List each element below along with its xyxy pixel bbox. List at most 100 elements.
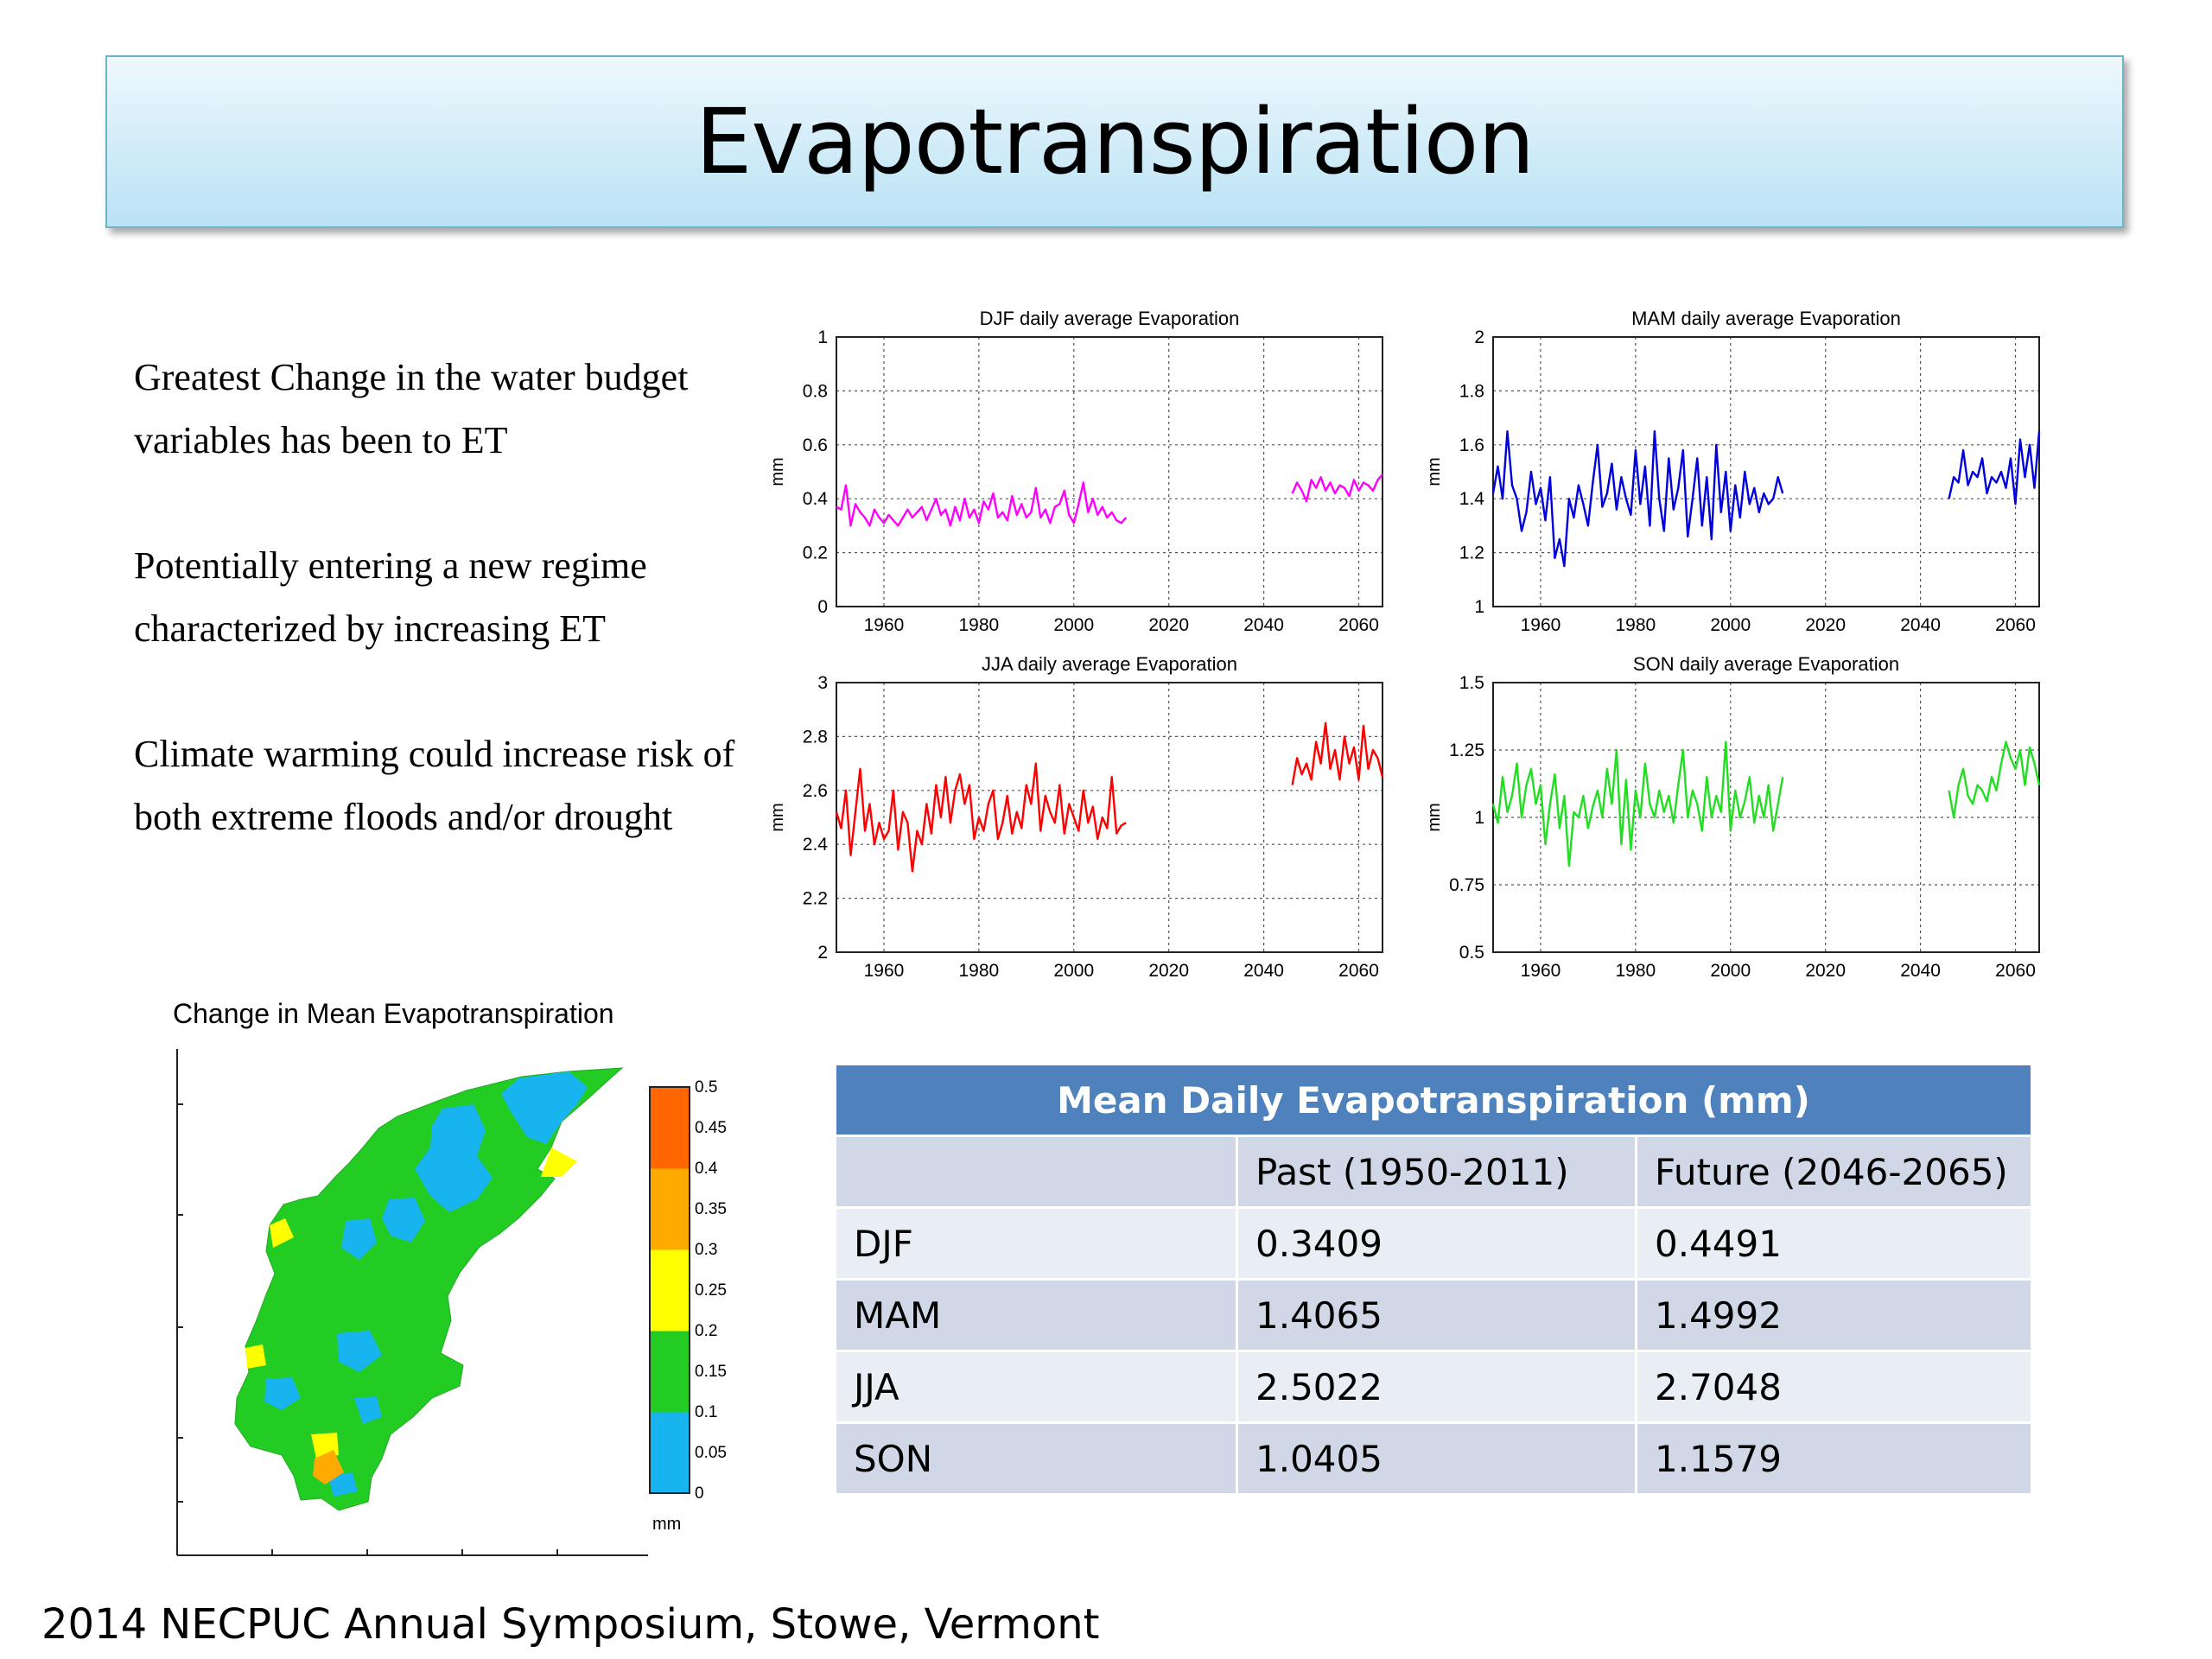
data-series-line (1948, 741, 2041, 819)
x-tick-label: 2000 (1053, 961, 1094, 981)
y-tick-label: 0.5 (1459, 943, 1484, 963)
y-tick-label: 1.6 (1459, 435, 1484, 455)
slide-title: Evapotranspiration (695, 89, 1535, 194)
colorbar-tick-label: 0.35 (695, 1200, 727, 1218)
colorbar-tick-label: 0.2 (695, 1322, 717, 1340)
colorbar-unit: mm (652, 1515, 681, 1534)
colorbar-segment (650, 1209, 690, 1250)
colorbar-tick-label: 0.4 (695, 1160, 718, 1178)
table-cell: 0.4491 (1637, 1209, 2031, 1278)
chart-frame (836, 682, 1383, 953)
table-row: JJA 2.5022 2.7048 (836, 1352, 2031, 1421)
table-header-cell (836, 1137, 1238, 1206)
x-tick-label: 2000 (1053, 615, 1094, 635)
x-tick-label: 1980 (959, 961, 1000, 981)
x-tick-label: 1960 (864, 615, 905, 635)
y-tick-label: 2.4 (803, 835, 829, 855)
colorbar-segment (650, 1087, 690, 1128)
colorbar-segment (650, 1168, 690, 1210)
colorbar-tick-label: 0.05 (695, 1444, 727, 1462)
table-cell: DJF (836, 1209, 1238, 1278)
watershed-shape (234, 1067, 624, 1511)
table-cell: 1.0405 (1238, 1424, 1637, 1493)
colorbar-tick-label: 0 (695, 1484, 704, 1503)
x-tick-label: 1960 (1521, 615, 1561, 635)
chart-frame (1492, 336, 2040, 607)
x-tick-label: 2040 (1243, 961, 1284, 981)
data-series-line (835, 762, 1127, 873)
colorbar: 0 0.05 0.1 0.15 0.2 0.25 0.3 0.35 0.4 0.45 0.5 (649, 1078, 727, 1503)
y-tick-label: 0.8 (803, 381, 828, 401)
table-title: Mean Daily Evapotranspiration (mm) (836, 1065, 2031, 1135)
x-tick-label: 1980 (959, 615, 1000, 635)
colorbar-tick-label: 0.1 (695, 1403, 717, 1421)
chart-frame (1492, 682, 2040, 953)
x-tick-label: 2020 (1148, 615, 1189, 635)
table-cell: 2.5022 (1238, 1352, 1637, 1421)
y-axis-label: mm (1425, 457, 1444, 486)
colorbar-tick-label: 0.45 (695, 1119, 727, 1137)
colorbar-segment (650, 1128, 690, 1169)
table-header-row: Past (1950-2011) Future (2046-2065) (836, 1137, 2031, 1206)
x-tick-label: 2060 (1338, 615, 1379, 635)
colorbar-segment (650, 1331, 690, 1372)
evaporation-charts: DJF daily average Evaporation mm 1960 1980 2… (768, 308, 2041, 981)
y-tick-label: 0.4 (803, 489, 829, 509)
y-tick-label: 1 (817, 327, 828, 347)
table-header-cell: Future (2046-2065) (1637, 1137, 2031, 1206)
chart-title: MAM daily average Evaporation (1631, 308, 1901, 329)
x-tick-label: 2000 (1710, 615, 1751, 635)
y-axis-label: mm (768, 457, 787, 486)
table-cell: MAM (836, 1281, 1238, 1350)
evapotranspiration-change-map: Change in Mean Evapotranspiration 0 0.05 0… (173, 998, 727, 1556)
y-tick-label: 0.6 (803, 435, 828, 455)
y-tick-label: 2 (1474, 327, 1484, 347)
table-cell: 1.4065 (1238, 1281, 1637, 1350)
chart-panel: SON daily average Evaporation mm 1960 1980 2… (1425, 653, 2041, 981)
chart-title: SON daily average Evaporation (1633, 653, 1899, 675)
y-tick-label: 1 (1474, 597, 1484, 617)
data-series-line (836, 481, 1128, 527)
watershed-region-low (354, 1396, 382, 1424)
x-tick-label: 1980 (1616, 961, 1656, 981)
watershed-region-low (341, 1218, 377, 1260)
watershed-region-peak (313, 1450, 344, 1484)
colorbar-frame (649, 1086, 690, 1494)
bullet-point: Potentially entering a new regime charac… (134, 544, 647, 650)
watershed-region-low (337, 1331, 382, 1372)
y-tick-label: 2 (817, 943, 828, 963)
colorbar-segment (650, 1412, 690, 1453)
watershed-region-low (328, 1472, 358, 1497)
y-tick-label: 2.8 (803, 727, 828, 747)
table-title-row: Mean Daily Evapotranspiration (mm) (836, 1065, 2031, 1135)
watershed-region-high (541, 1147, 577, 1177)
data-series-line (1948, 431, 2041, 505)
watershed-region-mid (234, 1067, 624, 1511)
x-tick-label: 2000 (1710, 961, 1751, 981)
y-tick-label: 0.75 (1449, 875, 1484, 895)
y-tick-label: 2.6 (803, 781, 828, 801)
x-tick-label: 1980 (1616, 615, 1656, 635)
y-tick-label: 1.2 (1459, 543, 1484, 563)
y-tick-label: 0 (817, 597, 828, 617)
y-axis-label: mm (768, 803, 787, 831)
table-row: SON 1.0405 1.1579 (836, 1424, 2031, 1493)
table-cell: 1.1579 (1637, 1424, 2031, 1493)
x-tick-label: 2060 (1995, 961, 2036, 981)
table-cell: JJA (836, 1352, 1238, 1421)
bullet-list: Greatest Change in the water budget vari… (134, 346, 756, 911)
x-tick-label: 1960 (864, 961, 905, 981)
colorbar-segment (650, 1452, 690, 1494)
chart-panel: JJA daily average Evaporation mm 1960 1980 2… (768, 653, 1384, 981)
table-header-cell: Past (1950-2011) (1238, 1137, 1637, 1206)
y-tick-label: 1 (1474, 808, 1484, 828)
watershed-region-high (245, 1344, 266, 1369)
y-tick-label: 0.2 (803, 543, 828, 563)
watershed-region-low (264, 1377, 301, 1410)
map-title: Change in Mean Evapotranspiration (173, 998, 614, 1029)
chart-title: DJF daily average Evaporation (980, 308, 1240, 329)
y-tick-label: 1.4 (1459, 489, 1485, 509)
table-cell: 0.3409 (1238, 1209, 1637, 1278)
mean-et-table: Mean Daily Evapotranspiration (mm) Past … (836, 1063, 2031, 1496)
chart-title: JJA daily average Evaporation (982, 653, 1237, 675)
